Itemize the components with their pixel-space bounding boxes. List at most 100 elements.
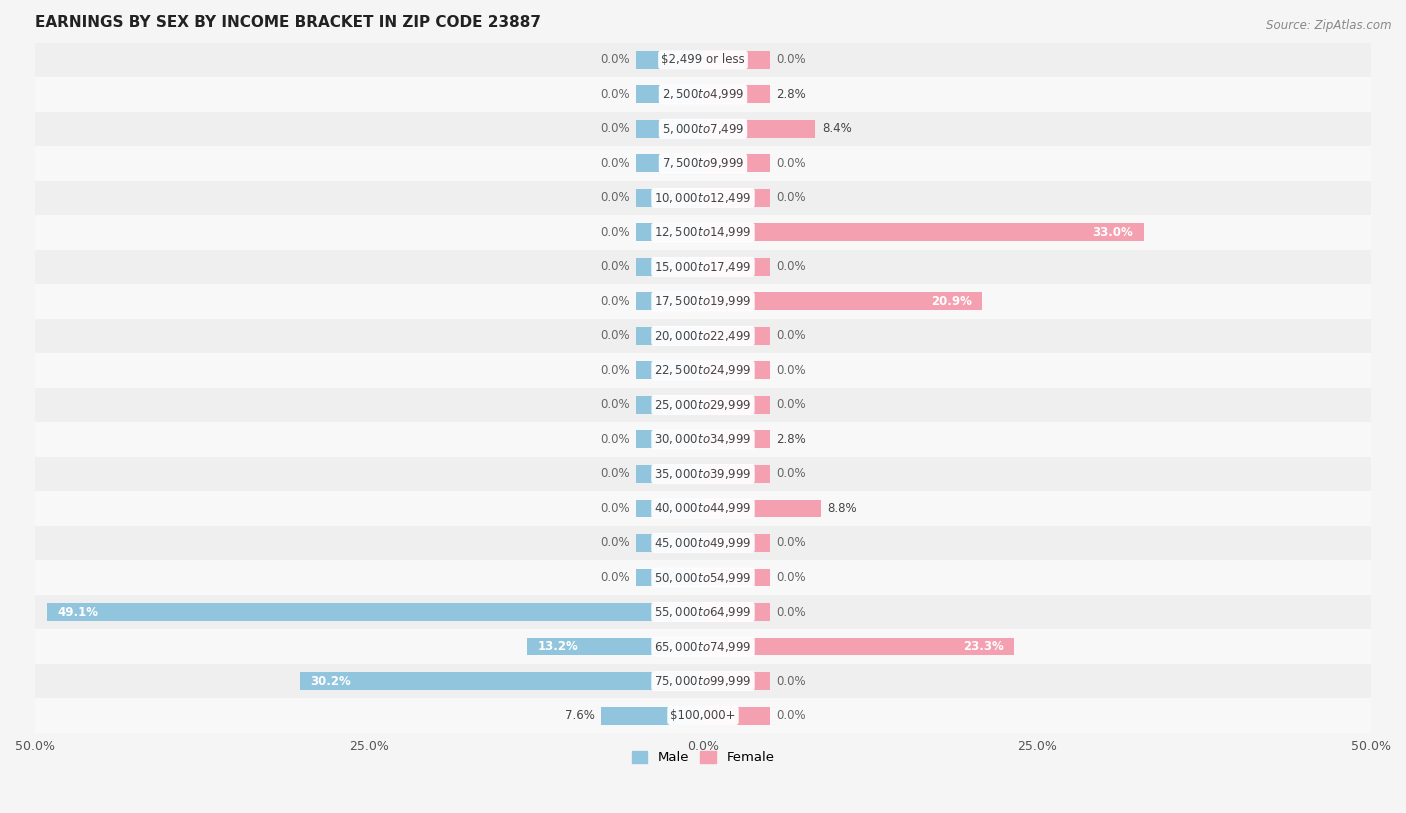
Bar — [299, 672, 703, 690]
Bar — [35, 595, 1371, 629]
Bar — [35, 560, 1371, 595]
Bar — [703, 465, 770, 483]
Text: 33.0%: 33.0% — [1092, 226, 1133, 239]
Text: 0.0%: 0.0% — [776, 191, 806, 204]
Text: 0.0%: 0.0% — [600, 54, 630, 67]
Text: $35,000 to $39,999: $35,000 to $39,999 — [654, 467, 752, 481]
Text: $40,000 to $44,999: $40,000 to $44,999 — [654, 502, 752, 515]
Text: 8.4%: 8.4% — [823, 123, 852, 136]
Bar — [35, 180, 1371, 215]
Bar — [35, 215, 1371, 250]
Text: $15,000 to $17,499: $15,000 to $17,499 — [654, 260, 752, 274]
Text: $65,000 to $74,999: $65,000 to $74,999 — [654, 640, 752, 654]
Bar — [703, 120, 815, 138]
Bar — [703, 293, 983, 311]
Text: $45,000 to $49,999: $45,000 to $49,999 — [654, 536, 752, 550]
Bar — [35, 388, 1371, 422]
Bar — [35, 250, 1371, 285]
Bar — [636, 85, 703, 103]
Text: $17,500 to $19,999: $17,500 to $19,999 — [654, 294, 752, 308]
Text: 0.0%: 0.0% — [600, 191, 630, 204]
Text: $55,000 to $64,999: $55,000 to $64,999 — [654, 605, 752, 619]
Text: 20.9%: 20.9% — [931, 295, 972, 308]
Bar — [703, 189, 770, 207]
Bar — [636, 258, 703, 276]
Text: 8.8%: 8.8% — [827, 502, 856, 515]
Text: 0.0%: 0.0% — [776, 606, 806, 619]
Text: 2.8%: 2.8% — [776, 433, 806, 446]
Bar — [35, 422, 1371, 457]
Text: 0.0%: 0.0% — [776, 398, 806, 411]
Bar — [636, 224, 703, 241]
Bar — [703, 499, 821, 517]
Bar — [636, 534, 703, 552]
Text: 0.0%: 0.0% — [600, 157, 630, 170]
Text: $22,500 to $24,999: $22,500 to $24,999 — [654, 363, 752, 377]
Bar — [636, 51, 703, 69]
Bar — [35, 698, 1371, 733]
Bar — [636, 189, 703, 207]
Text: $50,000 to $54,999: $50,000 to $54,999 — [654, 571, 752, 585]
Text: 0.0%: 0.0% — [776, 537, 806, 550]
Bar — [703, 396, 770, 414]
Text: 0.0%: 0.0% — [600, 295, 630, 308]
Text: $2,499 or less: $2,499 or less — [661, 54, 745, 67]
Bar — [35, 42, 1371, 77]
Bar — [703, 672, 770, 690]
Text: 0.0%: 0.0% — [600, 364, 630, 377]
Bar — [35, 663, 1371, 698]
Bar — [35, 526, 1371, 560]
Text: 2.8%: 2.8% — [776, 88, 806, 101]
Text: $75,000 to $99,999: $75,000 to $99,999 — [654, 674, 752, 688]
Bar — [703, 534, 770, 552]
Text: $7,500 to $9,999: $7,500 to $9,999 — [662, 156, 744, 171]
Bar — [527, 637, 703, 655]
Bar — [636, 396, 703, 414]
Text: 0.0%: 0.0% — [776, 364, 806, 377]
Bar — [703, 85, 770, 103]
Text: $30,000 to $34,999: $30,000 to $34,999 — [654, 433, 752, 446]
Text: 0.0%: 0.0% — [600, 226, 630, 239]
Bar — [703, 637, 1014, 655]
Bar — [636, 431, 703, 449]
Text: 0.0%: 0.0% — [776, 329, 806, 342]
Text: 0.0%: 0.0% — [776, 467, 806, 480]
Bar — [35, 491, 1371, 526]
Text: 13.2%: 13.2% — [537, 640, 578, 653]
Text: $12,500 to $14,999: $12,500 to $14,999 — [654, 225, 752, 239]
Bar — [703, 706, 770, 724]
Bar — [35, 285, 1371, 319]
Text: 0.0%: 0.0% — [600, 467, 630, 480]
Legend: Male, Female: Male, Female — [626, 746, 780, 770]
Text: 0.0%: 0.0% — [600, 502, 630, 515]
Bar — [703, 362, 770, 380]
Text: $20,000 to $22,499: $20,000 to $22,499 — [654, 329, 752, 343]
Text: 0.0%: 0.0% — [776, 54, 806, 67]
Bar — [703, 568, 770, 586]
Text: 7.6%: 7.6% — [565, 709, 595, 722]
Text: Source: ZipAtlas.com: Source: ZipAtlas.com — [1267, 19, 1392, 32]
Text: $10,000 to $12,499: $10,000 to $12,499 — [654, 191, 752, 205]
Text: 0.0%: 0.0% — [600, 88, 630, 101]
Bar — [703, 258, 770, 276]
Text: $2,500 to $4,999: $2,500 to $4,999 — [662, 87, 744, 102]
Bar — [703, 431, 770, 449]
Text: 30.2%: 30.2% — [311, 675, 352, 688]
Text: 0.0%: 0.0% — [600, 123, 630, 136]
Bar — [703, 224, 1144, 241]
Text: 0.0%: 0.0% — [776, 675, 806, 688]
Text: 0.0%: 0.0% — [600, 537, 630, 550]
Bar — [703, 51, 770, 69]
Bar — [35, 319, 1371, 353]
Text: 0.0%: 0.0% — [776, 709, 806, 722]
Bar — [636, 568, 703, 586]
Text: 0.0%: 0.0% — [600, 433, 630, 446]
Bar — [35, 111, 1371, 146]
Text: 0.0%: 0.0% — [776, 157, 806, 170]
Text: 0.0%: 0.0% — [600, 571, 630, 584]
Bar — [35, 629, 1371, 663]
Text: 0.0%: 0.0% — [776, 571, 806, 584]
Text: 49.1%: 49.1% — [58, 606, 98, 619]
Bar — [46, 603, 703, 621]
Text: 23.3%: 23.3% — [963, 640, 1004, 653]
